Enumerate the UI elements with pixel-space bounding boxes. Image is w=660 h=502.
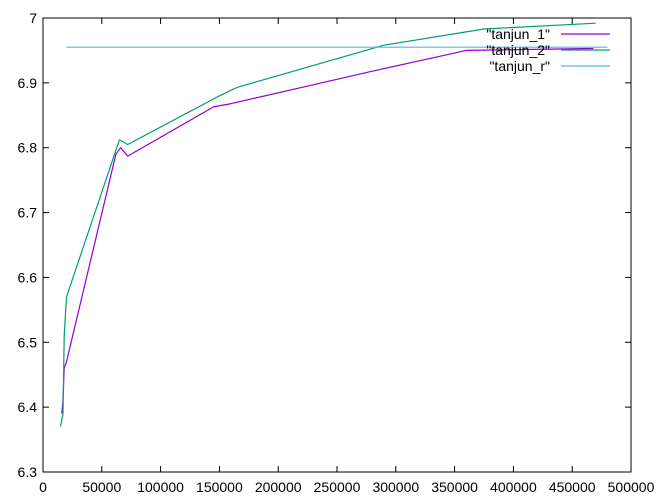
x-tick-label: 400000	[490, 479, 537, 495]
axis-ticks: 6.3 6.4 6.5 6.6 6.7 6.8 6.9 7 0 50000 100000 150000…	[18, 10, 655, 495]
data-series	[60, 22, 608, 427]
legend-label-3: "tanjun_r"	[489, 58, 550, 74]
x-tick-label: 500000	[608, 479, 655, 495]
series-line-1	[61, 47, 594, 414]
x-tick-label: 250000	[314, 479, 361, 495]
legend-label-2: "tanjun_2"	[486, 42, 550, 58]
series-line-2	[60, 22, 596, 427]
x-tick-label: 100000	[137, 479, 184, 495]
x-tick-label: 350000	[431, 479, 478, 495]
x-tick-label: 200000	[255, 479, 302, 495]
legend-label-1: "tanjun_1"	[486, 26, 550, 42]
y-tick-label: 6.9	[18, 75, 38, 91]
x-tick-label: 150000	[196, 479, 243, 495]
y-tick-label: 6.4	[18, 399, 38, 415]
y-tick-label: 6.8	[18, 140, 38, 156]
y-tick-label: 6.3	[18, 464, 38, 480]
x-tick-label: 0	[39, 479, 47, 495]
plot-frame	[42, 17, 632, 473]
y-tick-label: 7	[29, 10, 37, 26]
legend: "tanjun_1""tanjun_2""tanjun_r"	[486, 26, 610, 74]
y-tick-label: 6.6	[18, 269, 38, 285]
y-tick-label: 6.7	[18, 205, 38, 221]
x-tick-label: 50000	[82, 479, 121, 495]
y-tick-label: 6.5	[18, 334, 38, 350]
x-tick-label: 300000	[372, 479, 419, 495]
x-tick-label: 450000	[549, 479, 596, 495]
